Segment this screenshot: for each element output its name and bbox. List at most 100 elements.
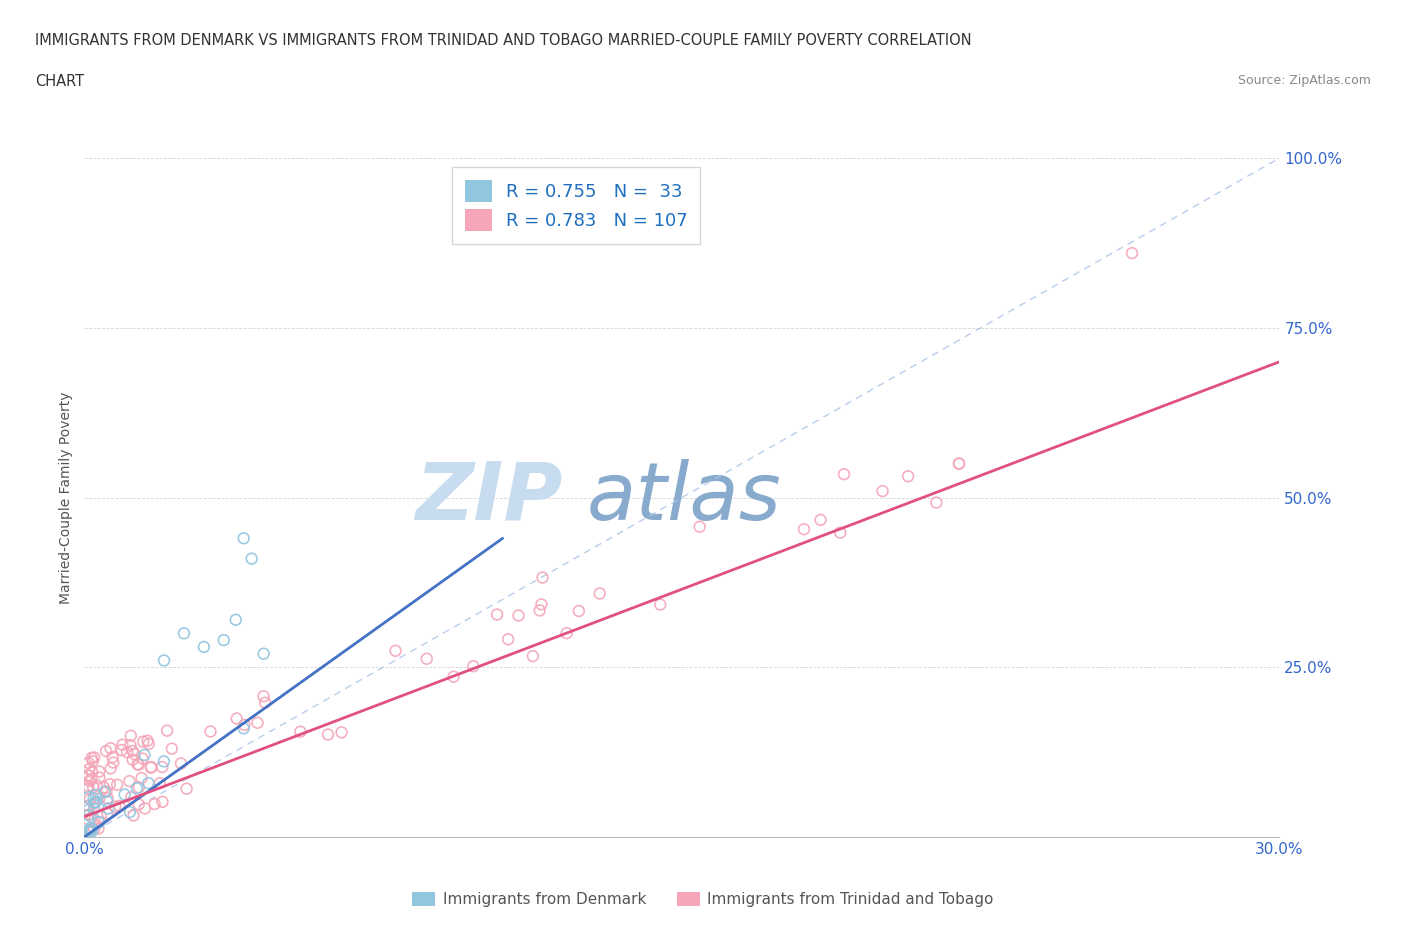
Immigrants from Trinidad and Tobago (149, 776, 172, 790)
Legend: Immigrants from Denmark, Immigrants from Trinidad and Tobago: Immigrants from Denmark, Immigrants from… (406, 885, 1000, 913)
Immigrants from Trinidad and Tobago (830, 525, 852, 540)
Immigrants from Denmark (232, 531, 254, 546)
Immigrants from Trinidad and Tobago (131, 751, 153, 766)
Immigrants from Trinidad and Tobago (160, 741, 183, 756)
Immigrants from Trinidad and Tobago (77, 755, 100, 770)
Immigrants from Trinidad and Tobago (948, 457, 970, 472)
Immigrants from Trinidad and Tobago (568, 604, 591, 618)
Immigrants from Trinidad and Tobago (555, 626, 578, 641)
Immigrants from Trinidad and Tobago (138, 737, 160, 751)
Immigrants from Denmark (80, 821, 103, 836)
Immigrants from Denmark (153, 754, 176, 769)
Immigrants from Trinidad and Tobago (121, 743, 143, 758)
Immigrants from Trinidad and Tobago (96, 806, 118, 821)
Text: CHART: CHART (35, 74, 84, 89)
Immigrants from Trinidad and Tobago (77, 768, 100, 783)
Immigrants from Trinidad and Tobago (120, 737, 142, 752)
Text: IMMIGRANTS FROM DENMARK VS IMMIGRANTS FROM TRINIDAD AND TOBAGO MARRIED-COUPLE FA: IMMIGRANTS FROM DENMARK VS IMMIGRANTS FR… (35, 33, 972, 47)
Immigrants from Denmark (212, 632, 235, 647)
Immigrants from Trinidad and Tobago (416, 651, 439, 666)
Immigrants from Denmark (240, 551, 263, 566)
Immigrants from Trinidad and Tobago (246, 715, 269, 730)
Text: Source: ZipAtlas.com: Source: ZipAtlas.com (1237, 74, 1371, 87)
Immigrants from Denmark (77, 808, 100, 823)
Immigrants from Denmark (193, 640, 215, 655)
Immigrants from Trinidad and Tobago (136, 733, 159, 748)
Immigrants from Trinidad and Tobago (254, 696, 277, 711)
Immigrants from Trinidad and Tobago (128, 780, 150, 795)
Immigrants from Denmark (97, 801, 120, 816)
Immigrants from Denmark (114, 787, 136, 802)
Immigrants from Trinidad and Tobago (90, 809, 112, 824)
Immigrants from Trinidad and Tobago (115, 745, 138, 760)
Immigrants from Denmark (77, 823, 100, 838)
Immigrants from Trinidad and Tobago (290, 724, 312, 739)
Immigrants from Trinidad and Tobago (105, 777, 128, 792)
Immigrants from Denmark (94, 784, 117, 799)
Immigrants from Trinidad and Tobago (82, 810, 104, 825)
Immigrants from Trinidad and Tobago (948, 457, 970, 472)
Immigrants from Trinidad and Tobago (89, 770, 111, 785)
Immigrants from Denmark (83, 791, 105, 806)
Immigrants from Denmark (79, 823, 101, 838)
Immigrants from Trinidad and Tobago (689, 519, 711, 534)
Immigrants from Denmark (232, 721, 254, 736)
Immigrants from Trinidad and Tobago (82, 779, 104, 794)
Immigrants from Trinidad and Tobago (100, 741, 122, 756)
Immigrants from Trinidad and Tobago (120, 790, 142, 804)
Immigrants from Trinidad and Tobago (77, 812, 100, 827)
Immigrants from Trinidad and Tobago (872, 484, 894, 498)
Immigrants from Trinidad and Tobago (77, 798, 100, 813)
Immigrants from Trinidad and Tobago (77, 762, 100, 777)
Immigrants from Trinidad and Tobago (110, 743, 132, 758)
Immigrants from Trinidad and Tobago (141, 760, 163, 775)
Immigrants from Trinidad and Tobago (650, 597, 672, 612)
Immigrants from Trinidad and Tobago (128, 757, 150, 772)
Immigrants from Trinidad and Tobago (120, 728, 142, 743)
Immigrants from Denmark (134, 748, 156, 763)
Immigrants from Denmark (89, 815, 111, 830)
Immigrants from Trinidad and Tobago (529, 603, 551, 618)
Immigrants from Trinidad and Tobago (87, 821, 110, 836)
Immigrants from Trinidad and Tobago (86, 777, 108, 792)
Immigrants from Trinidad and Tobago (127, 757, 149, 772)
Immigrants from Trinidad and Tobago (77, 768, 100, 783)
Immigrants from Denmark (84, 788, 107, 803)
Immigrants from Denmark (80, 824, 103, 839)
Immigrants from Trinidad and Tobago (124, 747, 146, 762)
Immigrants from Trinidad and Tobago (316, 727, 339, 742)
Immigrants from Trinidad and Tobago (94, 744, 117, 759)
Immigrants from Trinidad and Tobago (100, 761, 122, 776)
Immigrants from Trinidad and Tobago (143, 797, 166, 812)
Immigrants from Trinidad and Tobago (508, 608, 530, 623)
Immigrants from Trinidad and Tobago (225, 711, 247, 726)
Immigrants from Trinidad and Tobago (82, 764, 104, 779)
Immigrants from Trinidad and Tobago (132, 734, 155, 749)
Immigrants from Trinidad and Tobago (89, 764, 111, 779)
Immigrants from Trinidad and Tobago (530, 597, 553, 612)
Immigrants from Trinidad and Tobago (176, 781, 198, 796)
Immigrants from Trinidad and Tobago (79, 773, 101, 788)
Immigrants from Trinidad and Tobago (252, 689, 274, 704)
Immigrants from Trinidad and Tobago (128, 797, 150, 812)
Immigrants from Trinidad and Tobago (486, 607, 509, 622)
Immigrants from Trinidad and Tobago (83, 821, 105, 836)
Immigrants from Denmark (153, 653, 176, 668)
Immigrants from Trinidad and Tobago (156, 724, 179, 738)
Immigrants from Trinidad and Tobago (832, 467, 855, 482)
Text: atlas: atlas (586, 458, 782, 537)
Immigrants from Denmark (96, 793, 118, 808)
Immigrants from Denmark (77, 803, 100, 817)
Immigrants from Trinidad and Tobago (83, 796, 105, 811)
Immigrants from Trinidad and Tobago (589, 586, 612, 601)
Immigrants from Trinidad and Tobago (103, 755, 125, 770)
Immigrants from Denmark (125, 780, 148, 795)
Immigrants from Trinidad and Tobago (531, 570, 554, 585)
Immigrants from Trinidad and Tobago (83, 750, 105, 764)
Immigrants from Trinidad and Tobago (104, 799, 127, 814)
Immigrants from Trinidad and Tobago (121, 752, 143, 767)
Y-axis label: Married-Couple Family Poverty: Married-Couple Family Poverty (59, 392, 73, 604)
Immigrants from Denmark (77, 790, 100, 804)
Immigrants from Trinidad and Tobago (522, 648, 544, 663)
Immigrants from Denmark (138, 776, 160, 790)
